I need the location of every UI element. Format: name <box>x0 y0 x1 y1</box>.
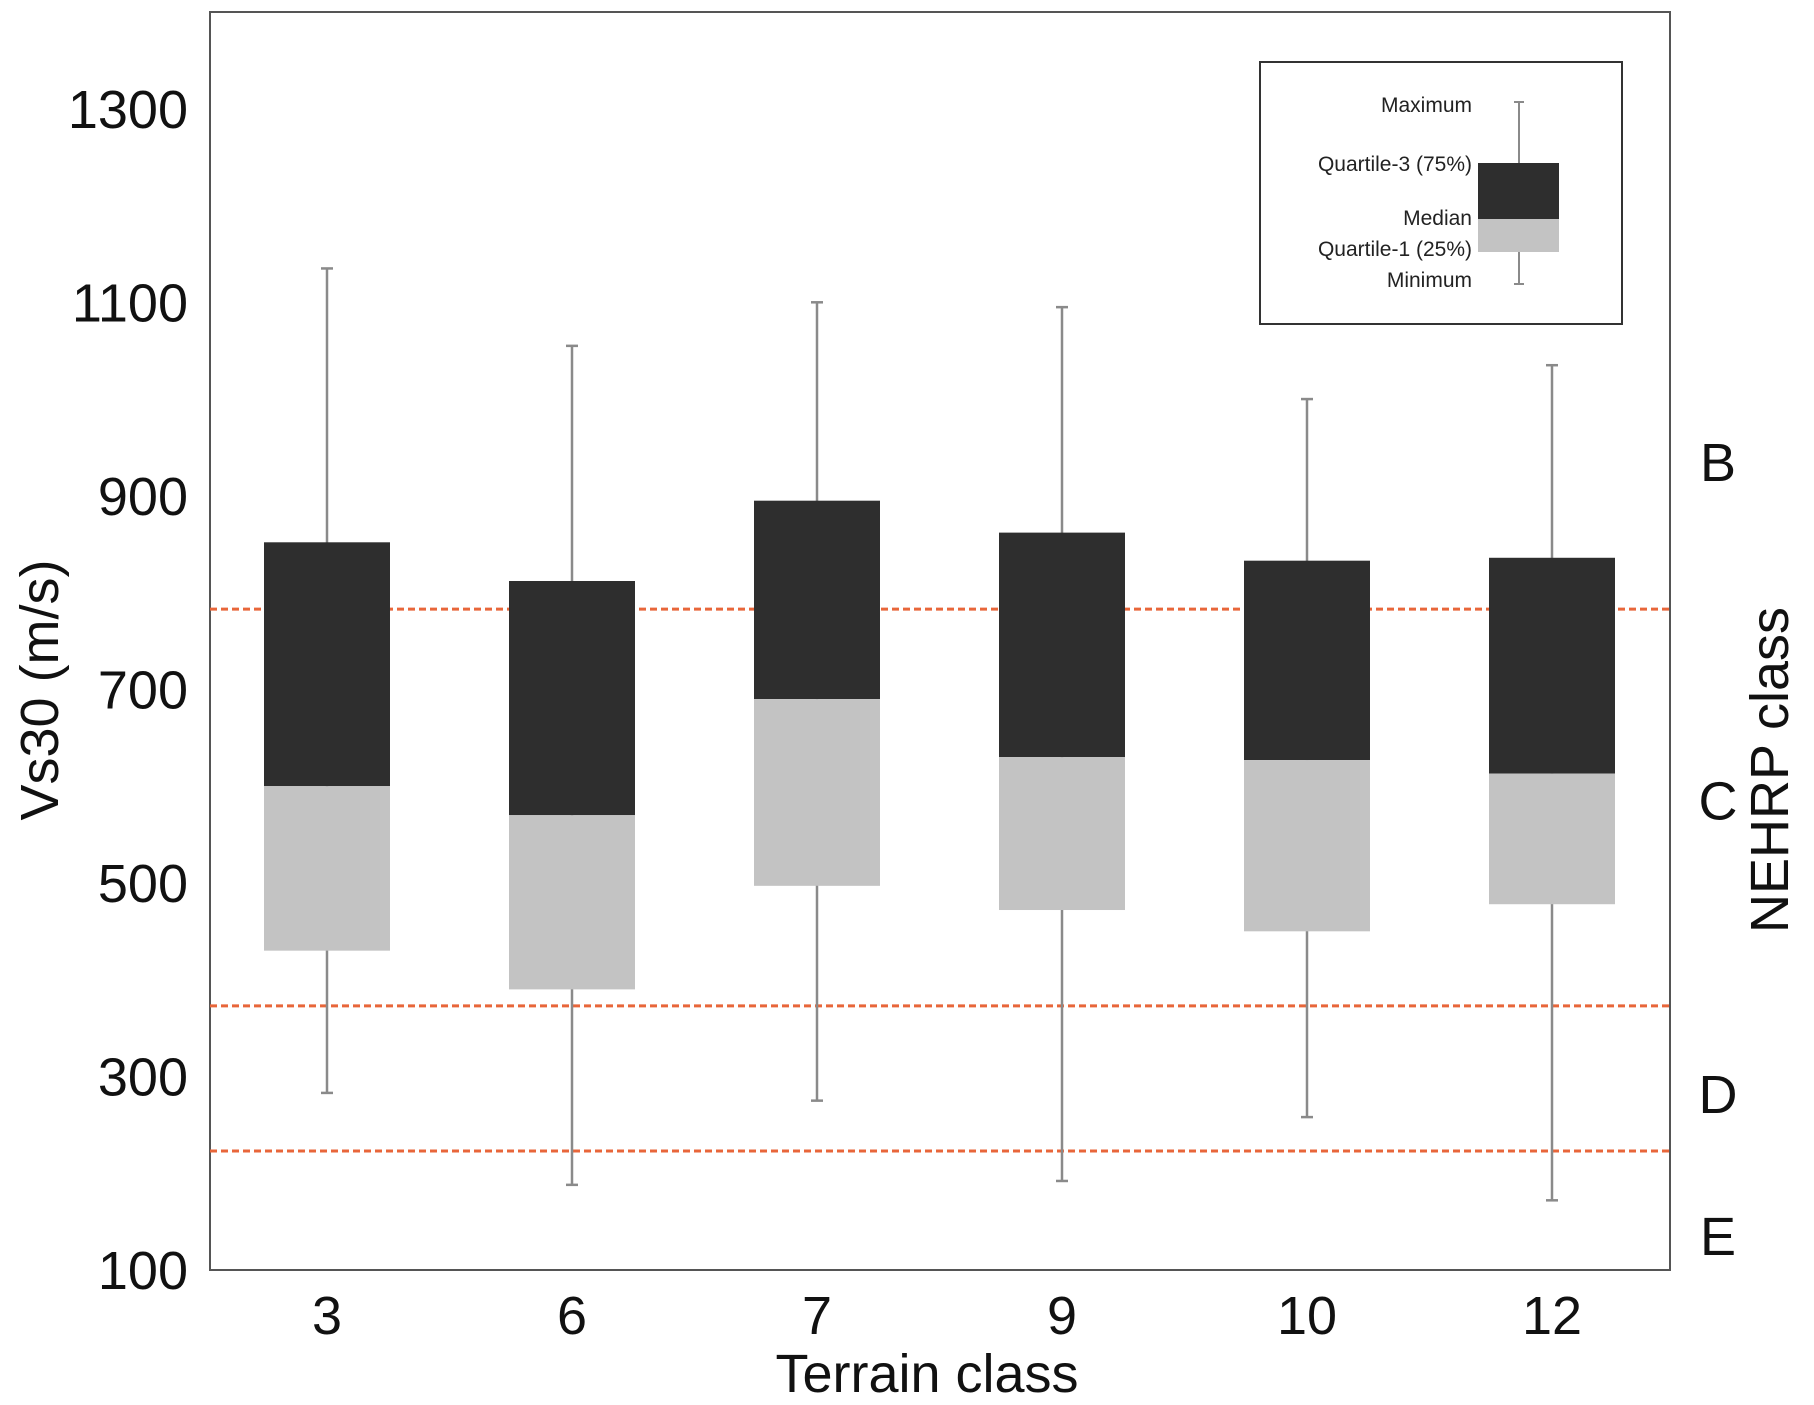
box-12 <box>1489 363 1615 1202</box>
box-3 <box>264 267 390 1095</box>
y-tick-label: 1100 <box>72 273 188 333</box>
legend-lower-box <box>1478 219 1559 252</box>
box-6 <box>509 344 635 1187</box>
legend-upper-box <box>1478 163 1559 219</box>
box-10 <box>1244 397 1370 1119</box>
box-7 <box>754 301 880 1102</box>
nehrp-class-label: C <box>1699 772 1738 832</box>
box-upper-q3-median <box>999 532 1125 758</box>
nehrp-class-labels: B C D E <box>1699 433 1738 1267</box>
nehrp-class-label: E <box>1700 1207 1736 1267</box>
legend-label-max: Maximum <box>1381 94 1472 117</box>
box-lower-median-q1 <box>264 786 390 951</box>
box-lower-median-q1 <box>754 699 880 886</box>
box-lower-median-q1 <box>999 757 1125 911</box>
legend-label-q3: Quartile-3 (75%) <box>1318 153 1472 176</box>
legend-label-q1: Quartile-1 (25%) <box>1318 238 1472 261</box>
y-axis-ticks: 100 300 500 700 900 1100 1300 <box>68 80 188 1301</box>
nehrp-threshold-lines <box>210 607 1670 1153</box>
x-tick-label: 10 <box>1277 1286 1337 1346</box>
legend-frame <box>1259 61 1623 325</box>
y-tick-label: 700 <box>98 660 188 720</box>
y-tick-label: 1300 <box>68 80 188 140</box>
x-tick-label: 9 <box>1047 1286 1077 1346</box>
box-upper-q3-median <box>1489 557 1615 774</box>
y-tick-label: 300 <box>98 1047 188 1107</box>
box-lower-median-q1 <box>1489 773 1615 905</box>
right-axis-title: NEHRP class <box>1740 607 1800 933</box>
x-axis-ticks: 3 6 7 9 10 12 <box>312 1286 1582 1346</box>
nehrp-class-label: D <box>1699 1065 1738 1125</box>
box-lower-median-q1 <box>1244 760 1370 932</box>
box-upper-q3-median <box>264 542 390 787</box>
x-tick-label: 7 <box>802 1286 832 1346</box>
box-9 <box>999 305 1125 1183</box>
x-axis-title: Terrain class <box>775 1344 1078 1404</box>
x-tick-label: 6 <box>557 1286 587 1346</box>
legend: Maximum Quartile-3 (75%) Median Quartile… <box>1259 61 1623 325</box>
y-axis-title: Vs30 (m/s) <box>10 559 70 820</box>
box-series <box>264 267 1615 1202</box>
legend-label-min: Minimum <box>1387 269 1472 292</box>
box-upper-q3-median <box>509 581 635 816</box>
x-tick-label: 12 <box>1522 1286 1582 1346</box>
nehrp-class-label: B <box>1700 433 1736 493</box>
box-upper-q3-median <box>754 500 880 700</box>
legend-label-median: Median <box>1403 207 1472 230</box>
y-tick-label: 500 <box>98 854 188 914</box>
x-tick-label: 3 <box>312 1286 342 1346</box>
box-lower-median-q1 <box>509 815 635 990</box>
box-upper-q3-median <box>1244 560 1370 761</box>
y-tick-label: 900 <box>98 467 188 527</box>
y-tick-label: 100 <box>98 1241 188 1301</box>
